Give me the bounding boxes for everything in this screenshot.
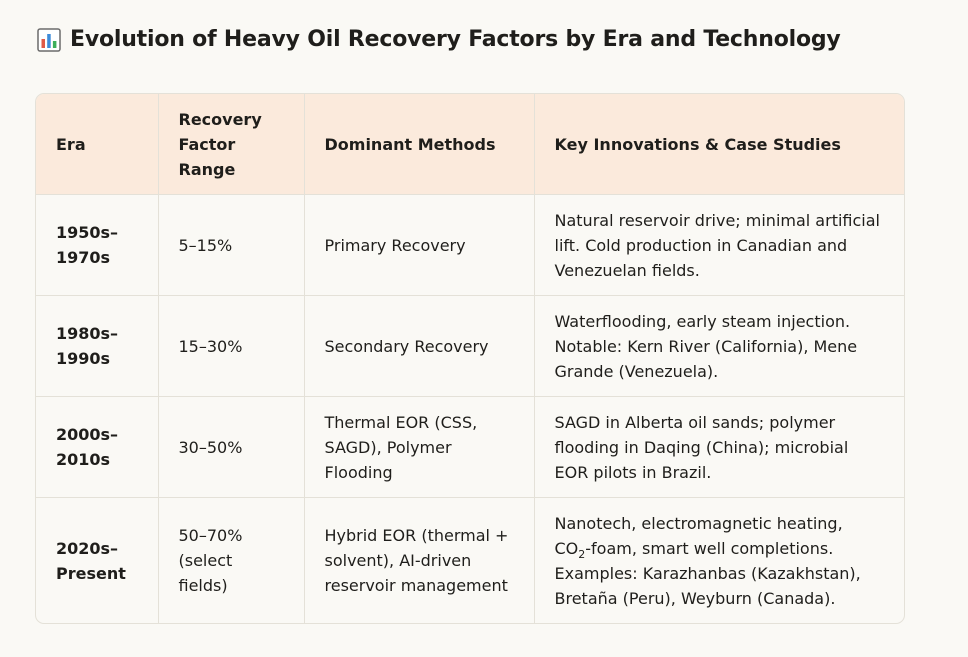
innovations-text-post: -foam, smart well completions. Examples:…: [554, 538, 861, 608]
innovations-cell: Natural reservoir drive; minimal artific…: [534, 194, 904, 296]
innovations-cell: Nanotech, electromagnetic heating, CO2-f…: [534, 498, 904, 624]
bar-chart-icon: [37, 27, 61, 52]
dominant-methods-cell: Thermal EOR (CSS, SAGD), Polymer Floodin…: [304, 396, 535, 498]
era-cell: 1980s–1990s: [36, 295, 159, 397]
table-row: 2020s–Present 50–70% (select fields) Hyb…: [36, 497, 904, 624]
recovery-range-cell: 15–30%: [158, 295, 305, 397]
column-header-key-innovations: Key Innovations & Case Studies: [534, 94, 904, 195]
column-header-recovery-factor-range: Recovery Factor Range: [158, 94, 305, 195]
era-cell: 2020s–Present: [36, 497, 159, 623]
innovations-cell: SAGD in Alberta oil sands; polymer flood…: [534, 396, 904, 498]
co2-subscript: 2: [578, 547, 586, 561]
page-title: Evolution of Heavy Oil Recovery Factors …: [70, 27, 841, 52]
dominant-methods-cell: Secondary Recovery: [304, 295, 535, 397]
column-header-dominant-methods: Dominant Methods: [304, 94, 535, 195]
page-heading: Evolution of Heavy Oil Recovery Factors …: [37, 27, 841, 52]
recovery-range-cell: 30–50%: [158, 396, 305, 498]
data-table: Era Recovery Factor Range Dominant Metho…: [35, 93, 905, 624]
table-row: 2000s–2010s 30–50% Thermal EOR (CSS, SAG…: [36, 396, 904, 498]
table-row: 1980s–1990s 15–30% Secondary Recovery Wa…: [36, 295, 904, 397]
recovery-range-cell: 5–15%: [158, 194, 305, 296]
recovery-range-cell: 50–70% (select fields): [158, 497, 305, 623]
innovations-cell: Waterflooding, early steam injection. No…: [534, 295, 904, 397]
era-cell: 2000s–2010s: [36, 396, 159, 498]
era-cell: 1950s–1970s: [36, 194, 159, 296]
table-row: 1950s–1970s 5–15% Primary Recovery Natur…: [36, 194, 904, 296]
innovations-text-pre: Nanotech, electromagnetic heating, CO: [554, 513, 843, 558]
dominant-methods-cell: Primary Recovery: [304, 194, 535, 296]
column-header-era: Era: [36, 94, 159, 195]
table-header-row: Era Recovery Factor Range Dominant Metho…: [36, 94, 904, 195]
dominant-methods-cell: Hybrid EOR (thermal + solvent), AI-drive…: [304, 497, 535, 623]
